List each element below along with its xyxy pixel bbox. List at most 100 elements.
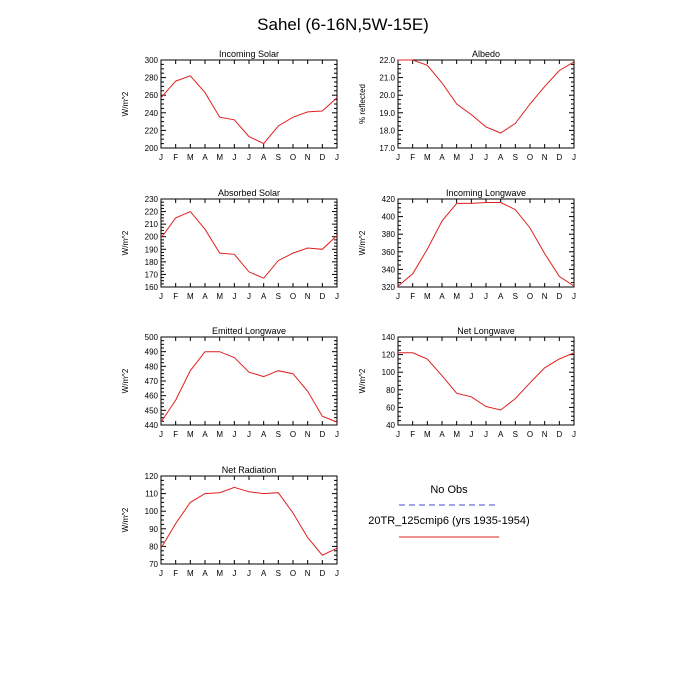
x-tick-label: J [469,430,473,439]
y-tick-label: 500 [145,333,159,342]
y-axis-label: % reflected [358,84,367,124]
panel-title: Albedo [472,49,500,59]
x-tick-label: J [335,292,339,301]
panel-title: Incoming Solar [219,49,279,59]
x-tick-label: A [498,153,504,162]
x-tick-label: M [424,430,431,439]
x-tick-label: A [498,430,504,439]
x-tick-label: A [439,430,445,439]
plot-frame [160,336,338,426]
x-tick-label: D [556,153,562,162]
x-tick-label: F [410,153,415,162]
x-tick-label: J [232,430,236,439]
y-tick-label: 17.0 [379,144,395,153]
x-tick-label: M [424,292,431,301]
x-tick-label: D [556,292,562,301]
x-tick-label: F [173,430,178,439]
plot-frame [160,198,338,288]
y-tick-label: 180 [145,258,159,267]
x-tick-label: S [513,153,518,162]
x-tick-label: J [469,153,473,162]
x-tick-label: A [202,292,208,301]
x-tick-label: N [305,153,311,162]
y-tick-label: 100 [382,368,396,377]
x-tick-label: O [527,430,533,439]
series-line [160,351,338,423]
y-tick-label: 480 [145,362,159,371]
x-tick-label: M [216,292,223,301]
x-tick-label: A [261,153,267,162]
y-axis-label: W/m^2 [358,368,367,393]
legend: No Obs 20TR_125cmip6 (yrs 1935-1954) [368,484,530,538]
y-tick-label: 400 [382,213,396,222]
y-tick-label: 200 [145,144,159,153]
x-tick-label: D [319,153,325,162]
legend-label-model: 20TR_125cmip6 (yrs 1935-1954) [368,515,529,527]
y-tick-label: 240 [145,109,159,118]
x-tick-label: O [290,292,296,301]
y-tick-label: 80 [386,386,395,395]
x-tick-label: J [572,292,576,301]
x-tick-label: D [319,430,325,439]
y-tick-label: 300 [145,56,159,65]
x-tick-label: N [542,292,548,301]
x-tick-label: N [305,430,311,439]
x-tick-label: F [173,569,178,578]
y-tick-label: 22.0 [379,56,395,65]
y-tick-label: 18.0 [379,126,395,135]
y-tick-label: 360 [382,248,396,257]
y-tick-label: 120 [382,351,396,360]
y-tick-label: 110 [145,490,158,499]
x-tick-label: J [572,153,576,162]
y-tick-label: 260 [145,91,159,100]
x-tick-label: O [290,430,296,439]
y-tick-label: 140 [382,333,396,342]
x-tick-label: M [453,153,460,162]
y-tick-label: 420 [382,195,396,204]
y-tick-label: 320 [382,283,396,292]
y-axis-label: W/m^2 [121,368,130,393]
x-tick-label: S [276,430,281,439]
y-axis-label: W/m^2 [121,230,130,255]
series-line [160,486,338,556]
plot-frame [160,59,338,149]
x-tick-label: A [202,430,208,439]
x-tick-label: O [290,569,296,578]
panel-title: Net Radiation [222,465,277,475]
x-tick-label: M [424,153,431,162]
x-tick-label: J [247,430,251,439]
x-tick-label: O [527,292,533,301]
x-tick-label: A [439,153,445,162]
y-tick-label: 220 [145,126,159,135]
y-tick-label: 470 [145,377,159,386]
x-tick-label: S [276,569,281,578]
x-tick-label: S [513,292,518,301]
y-tick-label: 440 [145,421,159,430]
x-tick-label: J [396,153,400,162]
plot-frame [397,59,575,149]
x-tick-label: M [453,430,460,439]
x-tick-label: N [542,153,548,162]
panel-title: Net Longwave [457,326,515,336]
x-tick-label: J [247,153,251,162]
x-tick-label: O [290,153,296,162]
x-tick-label: M [216,569,223,578]
y-tick-label: 70 [149,560,158,569]
x-tick-label: F [410,292,415,301]
x-tick-label: N [542,430,548,439]
x-tick-label: J [159,569,163,578]
x-tick-label: A [261,430,267,439]
y-tick-label: 19.0 [379,109,395,118]
x-tick-label: J [335,430,339,439]
y-tick-label: 460 [145,392,159,401]
x-tick-label: J [484,153,488,162]
x-tick-label: J [396,430,400,439]
y-tick-label: 160 [145,283,159,292]
x-tick-label: J [159,430,163,439]
x-tick-label: F [173,292,178,301]
series-line [160,210,338,279]
